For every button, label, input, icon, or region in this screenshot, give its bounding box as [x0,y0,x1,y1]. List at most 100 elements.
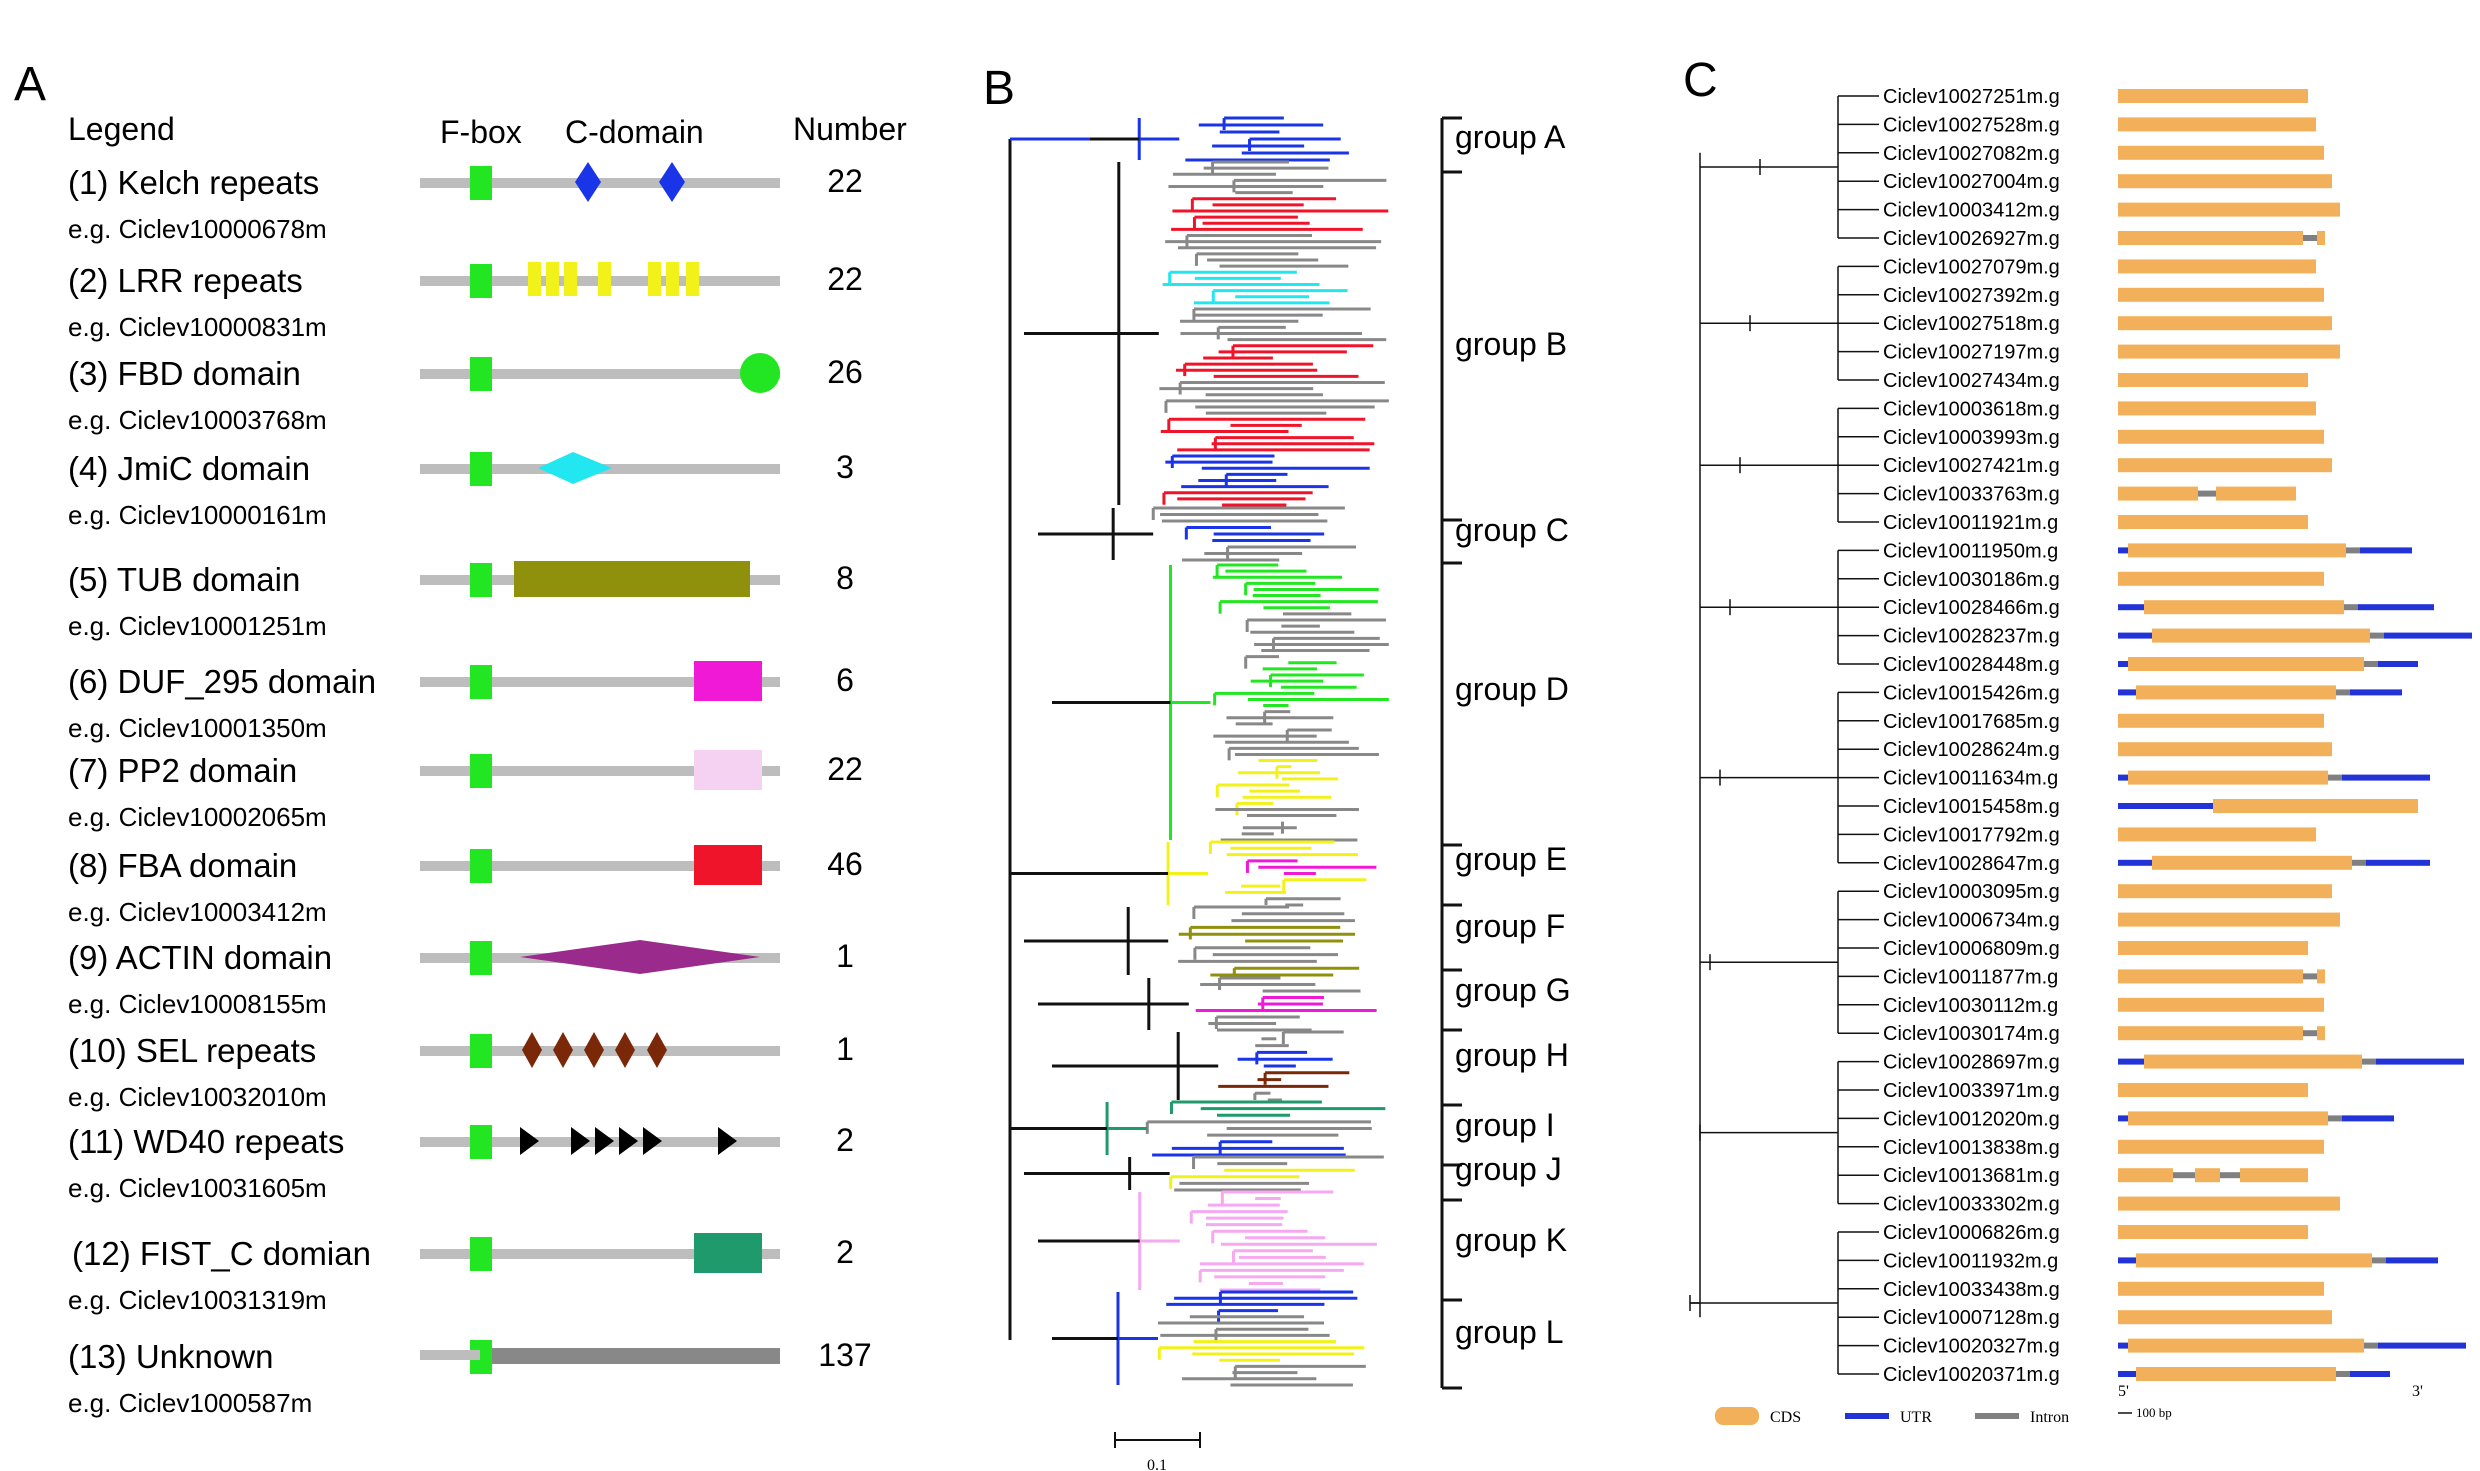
gene-name: Ciclev10015426m.g [1883,682,2060,704]
domain-example: e.g. Ciclev10031319m [68,1285,327,1315]
cds-block [2118,202,2340,217]
group-label: group I [1455,1107,1555,1143]
cds-block [2118,912,2340,927]
group-label: group K [1455,1222,1567,1258]
gene-name: Ciclev10011932m.g [1883,1250,2058,1272]
fba-motif [694,845,762,885]
cds-block [2152,628,2370,643]
gene-name: Ciclev10028624m.g [1883,739,2060,761]
domain-label: (9) ACTIN domain [68,939,332,976]
gene-name: Ciclev10003618m.g [1883,398,2060,420]
utr-block [2342,1115,2394,1122]
utr-block [2360,547,2412,554]
intron-line [2336,1371,2350,1377]
sel-motif [615,1032,635,1068]
fbox-motif [470,264,492,298]
utr-block [2118,859,2152,866]
protein-backbone [420,677,780,687]
lrr-motif [666,262,679,296]
sel-motif [584,1032,604,1068]
cds-block [2118,287,2324,302]
protein-backbone [420,766,780,776]
domain-label: (4) JmiC domain [68,450,310,487]
domain-example: e.g. Ciclev10002065m [68,802,327,832]
cds-block [2118,571,2324,586]
gene-name: Ciclev10006826m.g [1883,1222,2060,1244]
cds-block [2128,543,2346,558]
cds-block [2118,941,2308,955]
utr-block [2384,632,2472,639]
gene-name: Ciclev10028466m.g [1883,597,2060,619]
gene-name: Ciclev10026927m.g [1883,228,2060,250]
domain-example: e.g. Ciclev10001350m [68,713,327,743]
domain-count: 1 [836,1031,854,1067]
gene-name: Ciclev10033763m.g [1883,484,2060,506]
cds-block [2118,316,2332,331]
cds-block [2118,344,2340,359]
domain-label: (12) FIST_C domian [72,1235,371,1272]
domain-example: e.g. Ciclev10003412m [68,897,327,927]
domain-count: 3 [836,449,854,485]
intron-line [2364,661,2378,667]
cds-block [2118,997,2324,1012]
legend-intron-swatch [1975,1413,2019,1419]
domain-label: (11) WD40 repeats [68,1123,344,1160]
five-prime-label: 5' [2118,1383,2129,1400]
lrr-motif [648,262,661,296]
group-label: group E [1455,841,1567,877]
gene-name: Ciclev10011877m.g [1883,966,2058,988]
sel-motif [522,1032,542,1068]
cds-block [2317,969,2325,984]
gene-name: Ciclev10027079m.g [1883,256,2060,278]
duf-motif [694,661,762,701]
domain-label: (3) FBD domain [68,355,301,392]
gene-name: Ciclev10006734m.g [1883,910,2060,932]
panel-c-letter: C [1683,54,1718,107]
intron-line [2336,689,2350,696]
group-label: group D [1455,671,1569,707]
cds-block [2152,855,2352,870]
domain-count: 6 [836,662,854,698]
domain-count: 46 [827,846,863,882]
cds-block [2128,1111,2328,1126]
domain-example: e.g. Ciclev10000831m [68,312,327,342]
fbox-motif [470,1034,492,1068]
cds-block [2118,373,2308,387]
gene-name: Ciclev10033302m.g [1883,1194,2060,1216]
utr-block [2118,1058,2144,1065]
utr-block [2118,547,2128,554]
gene-name: Ciclev10020371m.g [1883,1364,2060,1386]
gene-name: Ciclev10028647m.g [1883,853,2060,875]
gene-name: Ciclev10007128m.g [1883,1307,2060,1329]
domain-label: (1) Kelch repeats [68,164,319,201]
domain-label: (7) PP2 domain [68,752,297,789]
gene-name: Ciclev10027421m.g [1883,455,2060,477]
gene-name: Ciclev10003095m.g [1883,881,2060,903]
cds-block [2136,1253,2372,1268]
intron-line [2328,774,2342,781]
fbox-motif [470,357,492,391]
gene-name: Ciclev10011921m.g [1883,512,2058,534]
cds-block [2118,969,2303,984]
gene-name: Ciclev10033438m.g [1883,1279,2060,1301]
utr-block [2118,1115,2128,1122]
domain-example: e.g. Ciclev1000587m [68,1388,312,1418]
group-label: group J [1455,1151,1562,1187]
domain-count: 26 [827,354,863,390]
gene-name: Ciclev10011634m.g [1883,768,2058,790]
cds-block [2216,486,2296,501]
gene-name: Ciclev10030186m.g [1883,569,2060,591]
three-prime-label: 3' [2412,1383,2423,1400]
fist-motif [694,1233,762,1273]
wd40-motif [718,1127,737,1155]
domain-count: 8 [836,560,854,596]
cds-block [2317,1026,2325,1041]
protein-backbone [420,1350,480,1360]
fbox-motif [470,166,492,200]
domain-example: e.g. Ciclev10003768m [68,405,327,435]
group-label: group C [1455,512,1569,548]
cds-block [2118,145,2324,160]
cds-block [2195,1168,2220,1183]
fbox-motif [470,1125,492,1159]
kelch-motif [659,162,685,202]
